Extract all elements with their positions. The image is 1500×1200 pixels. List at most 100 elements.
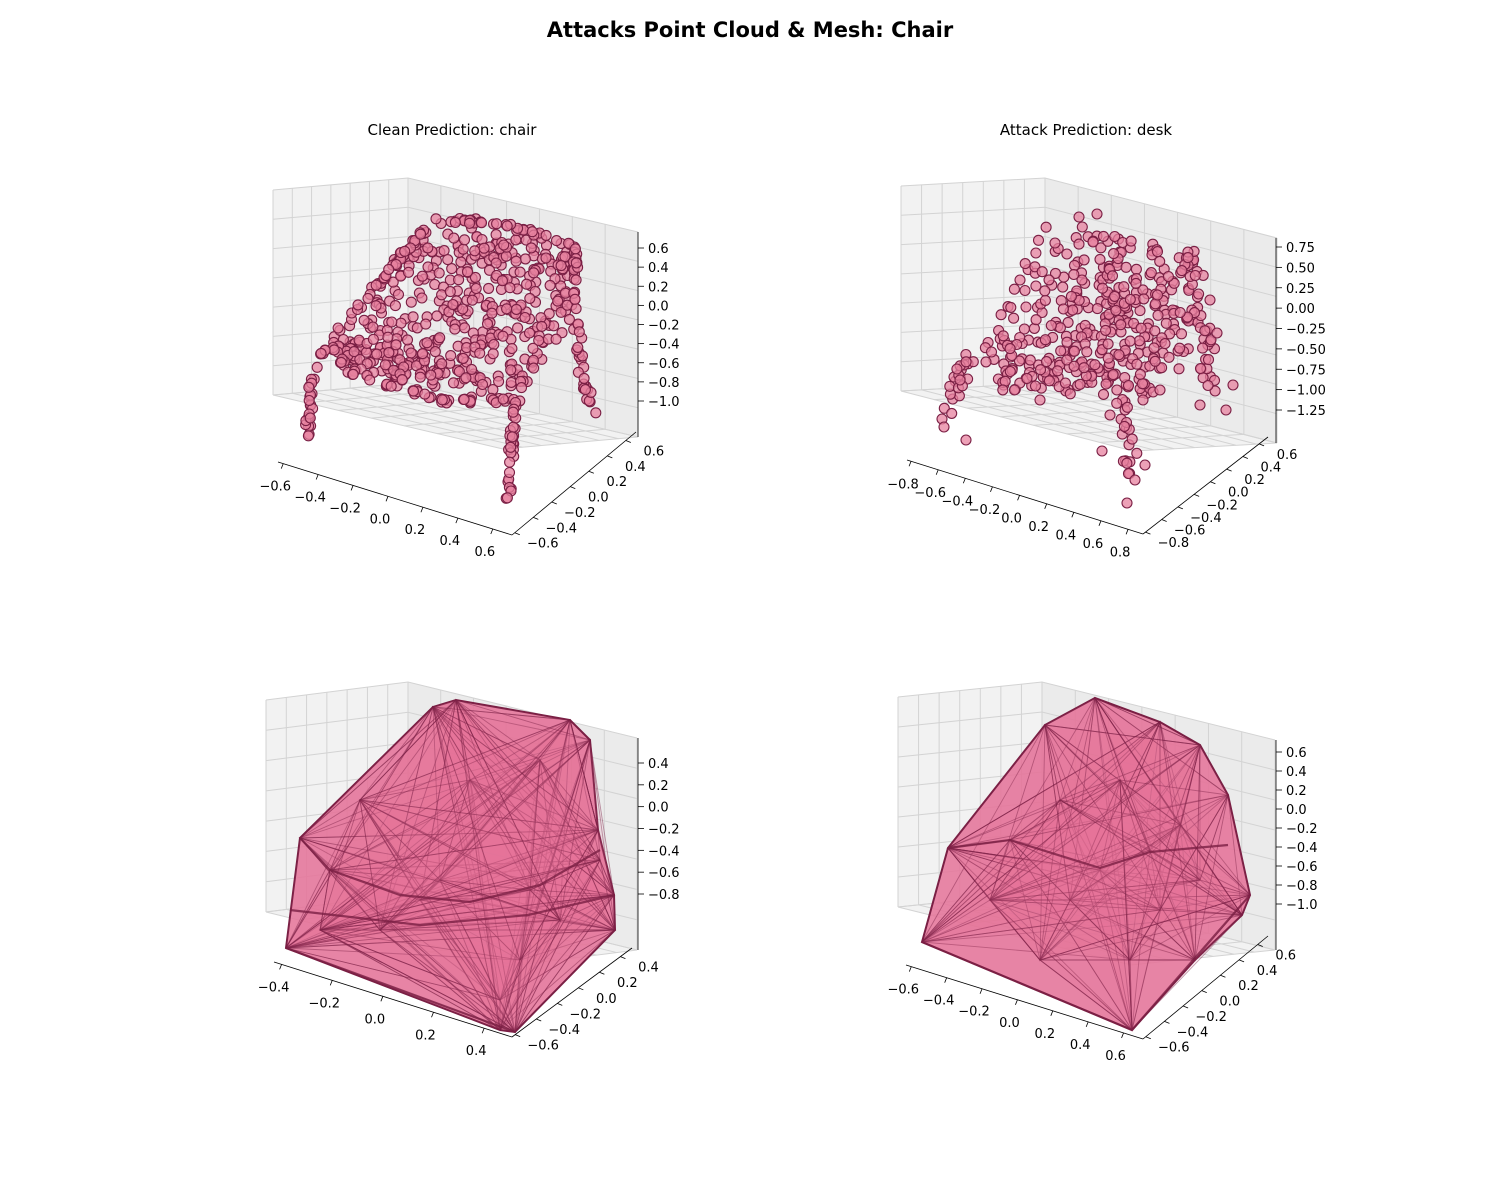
mesh-face (1039, 824, 1251, 961)
data-point (430, 213, 442, 225)
y-tick (1164, 1020, 1170, 1024)
data-point (1004, 365, 1016, 378)
data-point (1008, 312, 1020, 324)
y-tick-label: 0.4 (638, 961, 659, 976)
data-point (1043, 274, 1055, 286)
data-point (303, 381, 315, 393)
data-point (1113, 349, 1125, 361)
x-tick (1098, 520, 1102, 526)
data-point (579, 384, 591, 396)
data-point (358, 314, 370, 326)
data-point (1057, 303, 1069, 315)
mesh-face (989, 869, 1102, 901)
data-point (1134, 368, 1146, 380)
x-tick-label: −0.2 (969, 503, 1001, 518)
data-point (379, 359, 391, 371)
data-point (458, 393, 470, 406)
data-point (526, 226, 538, 238)
z-tick-label: −0.8 (648, 376, 680, 391)
data-point (1149, 355, 1161, 367)
mesh-face (298, 837, 561, 931)
mesh-face (1179, 824, 1251, 896)
data-point (1202, 379, 1214, 392)
mesh-face (468, 719, 599, 831)
mesh-face (285, 718, 571, 949)
mesh-face (432, 705, 599, 962)
x-tick (979, 988, 983, 994)
y-tick-label: −0.2 (569, 1007, 601, 1022)
mesh-face (989, 721, 1161, 961)
gridline (1066, 425, 1211, 435)
z-tick-label: −0.8 (1286, 879, 1318, 894)
data-point (1094, 253, 1106, 265)
mesh-face (920, 839, 1162, 943)
data-point (416, 292, 428, 304)
data-point (367, 321, 379, 333)
x-tick (908, 966, 912, 972)
y-tick-label: 0.0 (1228, 486, 1249, 501)
y-tick (1226, 468, 1232, 472)
x-tick-label: −0.4 (258, 980, 290, 995)
data-point (447, 377, 460, 389)
x-tick (280, 463, 284, 469)
mesh-face (431, 706, 599, 832)
mesh-face (988, 779, 1201, 901)
mesh-face (989, 744, 1201, 901)
mesh-edge (947, 838, 1229, 870)
y-tick-label: 0.4 (1257, 964, 1278, 979)
mesh-edge (285, 946, 516, 1034)
data-point (980, 356, 992, 368)
data-point (1108, 248, 1120, 260)
y-tick-label: −0.2 (1206, 498, 1238, 513)
mesh-face (359, 799, 501, 1031)
x-tick-label: −0.2 (958, 1005, 990, 1020)
mesh-face (499, 739, 591, 1031)
data-point (1019, 284, 1031, 297)
data-point (475, 217, 488, 229)
data-point (1130, 277, 1142, 289)
data-point (469, 245, 481, 257)
y-tick (533, 516, 539, 520)
data-point (995, 309, 1007, 321)
data-point (1073, 238, 1085, 250)
mesh-face (1119, 779, 1229, 962)
mesh-face (328, 869, 442, 931)
mesh-face (299, 706, 521, 961)
mesh-face (1009, 744, 1201, 841)
mesh-face (1059, 799, 1151, 851)
mesh-face (379, 738, 591, 1031)
y-tick (1220, 974, 1226, 978)
data-point (402, 266, 415, 278)
z-tick-label: 0.2 (648, 280, 669, 295)
data-point (1122, 379, 1135, 392)
x-tick-label: 0.6 (1105, 1049, 1126, 1064)
mesh-face (1094, 697, 1196, 961)
data-point (1019, 258, 1031, 270)
data-point (1194, 362, 1207, 375)
data-point (1151, 289, 1164, 301)
data-point (1061, 248, 1073, 260)
data-point (1065, 290, 1077, 302)
data-point (496, 275, 508, 287)
data-point (1013, 355, 1025, 367)
data-point (1130, 263, 1142, 275)
data-point (449, 216, 461, 229)
data-point (1111, 397, 1123, 409)
x-tick (1017, 495, 1020, 501)
data-point (1163, 351, 1175, 363)
x-tick (1085, 1021, 1089, 1028)
data-point (515, 382, 528, 394)
data-point (348, 346, 360, 358)
data-point (1096, 282, 1109, 294)
x-tick-label: 0.2 (415, 1028, 436, 1043)
gridline (983, 385, 1216, 447)
z-tick-label: −1.00 (1286, 384, 1326, 399)
mesh-face (299, 799, 381, 932)
x-tick-label: −0.4 (923, 994, 955, 1009)
data-point (457, 352, 469, 364)
y-tick (551, 501, 557, 505)
y-tick-label: −0.6 (527, 537, 559, 552)
data-point (1068, 259, 1081, 271)
mesh-face (921, 849, 1202, 943)
x-tick (1015, 999, 1018, 1005)
